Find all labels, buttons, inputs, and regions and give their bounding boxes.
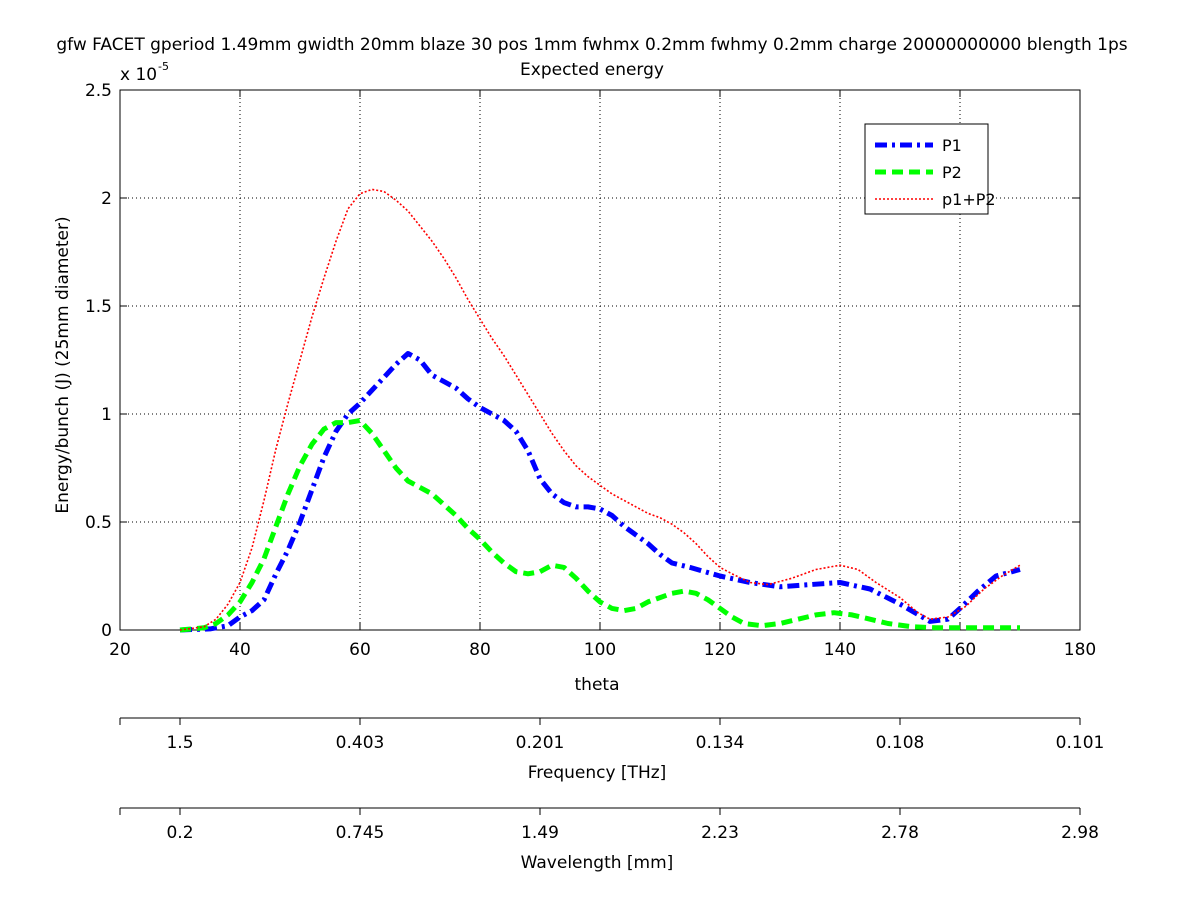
legend-label: p1+P2 <box>942 190 996 209</box>
x-tick-label: 100 <box>584 640 616 660</box>
frequency-axis: 1.5 0.403 0.201 0.134 0.108 0.101 Frequency [T… <box>119 717 1105 783</box>
x-tick-label: 80 <box>469 640 491 660</box>
secondary-tick-label: 2.98 <box>1061 823 1099 843</box>
wavelength-axis: 0.2 0.745 1.49 2.23 2.78 2.98 Wavelength [mm] <box>119 807 1099 873</box>
secondary-tick-label: 0.2 <box>166 823 193 843</box>
y-tick-label: 2 <box>101 189 112 209</box>
series-line-p2 <box>179 418 1020 633</box>
x-tick-label: 20 <box>109 640 131 660</box>
y-axis-label: Energy/bunch (J) (25mm diameter) <box>53 216 73 513</box>
y-exponent-base: x 10 <box>120 65 157 85</box>
series-line-p1 <box>179 351 1021 633</box>
secondary-tick-label: 0.745 <box>336 823 385 843</box>
chart-subtitle: Expected energy <box>520 60 664 80</box>
chart-title: gfw FACET gperiod 1.49mm gwidth 20mm bla… <box>56 35 1127 55</box>
secondary-tick-label: 0.403 <box>336 733 385 753</box>
x-tick-label: 160 <box>944 640 976 660</box>
y-exponent-label: x 10 -5 <box>120 60 169 85</box>
secondary-axis-label: Frequency [THz] <box>528 763 667 783</box>
secondary-tick-label: 2.78 <box>881 823 919 843</box>
y-tick-label: 2.5 <box>85 81 112 101</box>
x-tick-label: 180 <box>1064 640 1096 660</box>
x-tick-label: 40 <box>229 640 251 660</box>
legend-label: P1 <box>942 136 962 155</box>
secondary-tick-label: 0.201 <box>516 733 565 753</box>
secondary-tick-label: 2.23 <box>701 823 739 843</box>
secondary-tick-label: 0.134 <box>696 733 745 753</box>
y-exponent-power: -5 <box>158 60 169 73</box>
x-tick-label: 60 <box>349 640 371 660</box>
axis-ticks: 20 40 60 80 100 120 140 160 180 0 0.5 1 1.5 2 2.5 <box>85 81 1096 660</box>
x-axis-label: theta <box>575 675 620 695</box>
series <box>179 188 1021 633</box>
secondary-tick-label: 0.101 <box>1056 733 1105 753</box>
legend-box <box>864 123 989 215</box>
y-tick-label: 1 <box>101 405 112 425</box>
legend: P1 P2 p1+P2 <box>864 123 996 215</box>
y-tick-label: 0.5 <box>85 513 112 533</box>
secondary-tick-label: 0.108 <box>876 733 925 753</box>
x-tick-label: 140 <box>824 640 856 660</box>
series-line-p1-p2 <box>179 188 1021 631</box>
secondary-tick-label: 1.49 <box>521 823 559 843</box>
legend-label: P2 <box>942 163 962 182</box>
secondary-tick-label: 1.5 <box>166 733 193 753</box>
secondary-axis-label: Wavelength [mm] <box>521 853 674 873</box>
y-tick-label: 0 <box>101 621 112 641</box>
legend-items: P1 P2 p1+P2 <box>875 136 996 209</box>
x-tick-label: 120 <box>704 640 736 660</box>
y-tick-label: 1.5 <box>85 297 112 317</box>
